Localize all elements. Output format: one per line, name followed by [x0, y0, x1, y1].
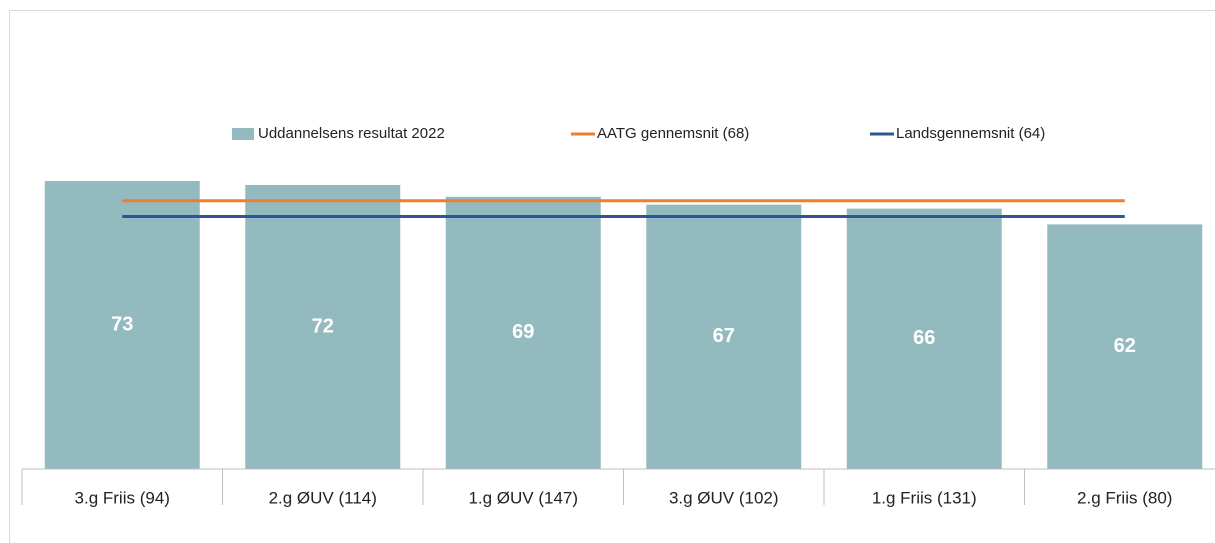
- legend-label: Landsgennemsnit (64): [896, 125, 1045, 142]
- bar: [445, 196, 601, 470]
- bar: [44, 181, 200, 469]
- bar: [646, 204, 802, 469]
- data-label: 67: [713, 325, 735, 347]
- chart-border: [9, 10, 1215, 543]
- legend-swatch: [232, 128, 254, 140]
- data-label: 73: [111, 313, 133, 335]
- data-label: 69: [512, 321, 534, 343]
- x-tick-label: 1.g Friis (131): [872, 488, 977, 507]
- data-label: 62: [1114, 335, 1136, 357]
- legend-label: Uddannelsens resultat 2022: [258, 125, 445, 142]
- legend-label: AATG gennemsnit (68): [597, 125, 749, 142]
- x-tick-label: 1.g ØUV (147): [468, 488, 578, 507]
- x-tick-label: 3.g Friis (94): [75, 488, 170, 507]
- bar: [846, 208, 1002, 469]
- x-tick-label: 2.g Friis (80): [1077, 488, 1172, 507]
- x-tick-label: 2.g ØUV (114): [269, 488, 377, 507]
- data-label: 72: [312, 315, 334, 337]
- x-tick-label: 3.g ØUV (102): [669, 488, 779, 507]
- bar: [245, 184, 401, 469]
- bar: [1047, 224, 1203, 469]
- data-label: 66: [913, 327, 935, 349]
